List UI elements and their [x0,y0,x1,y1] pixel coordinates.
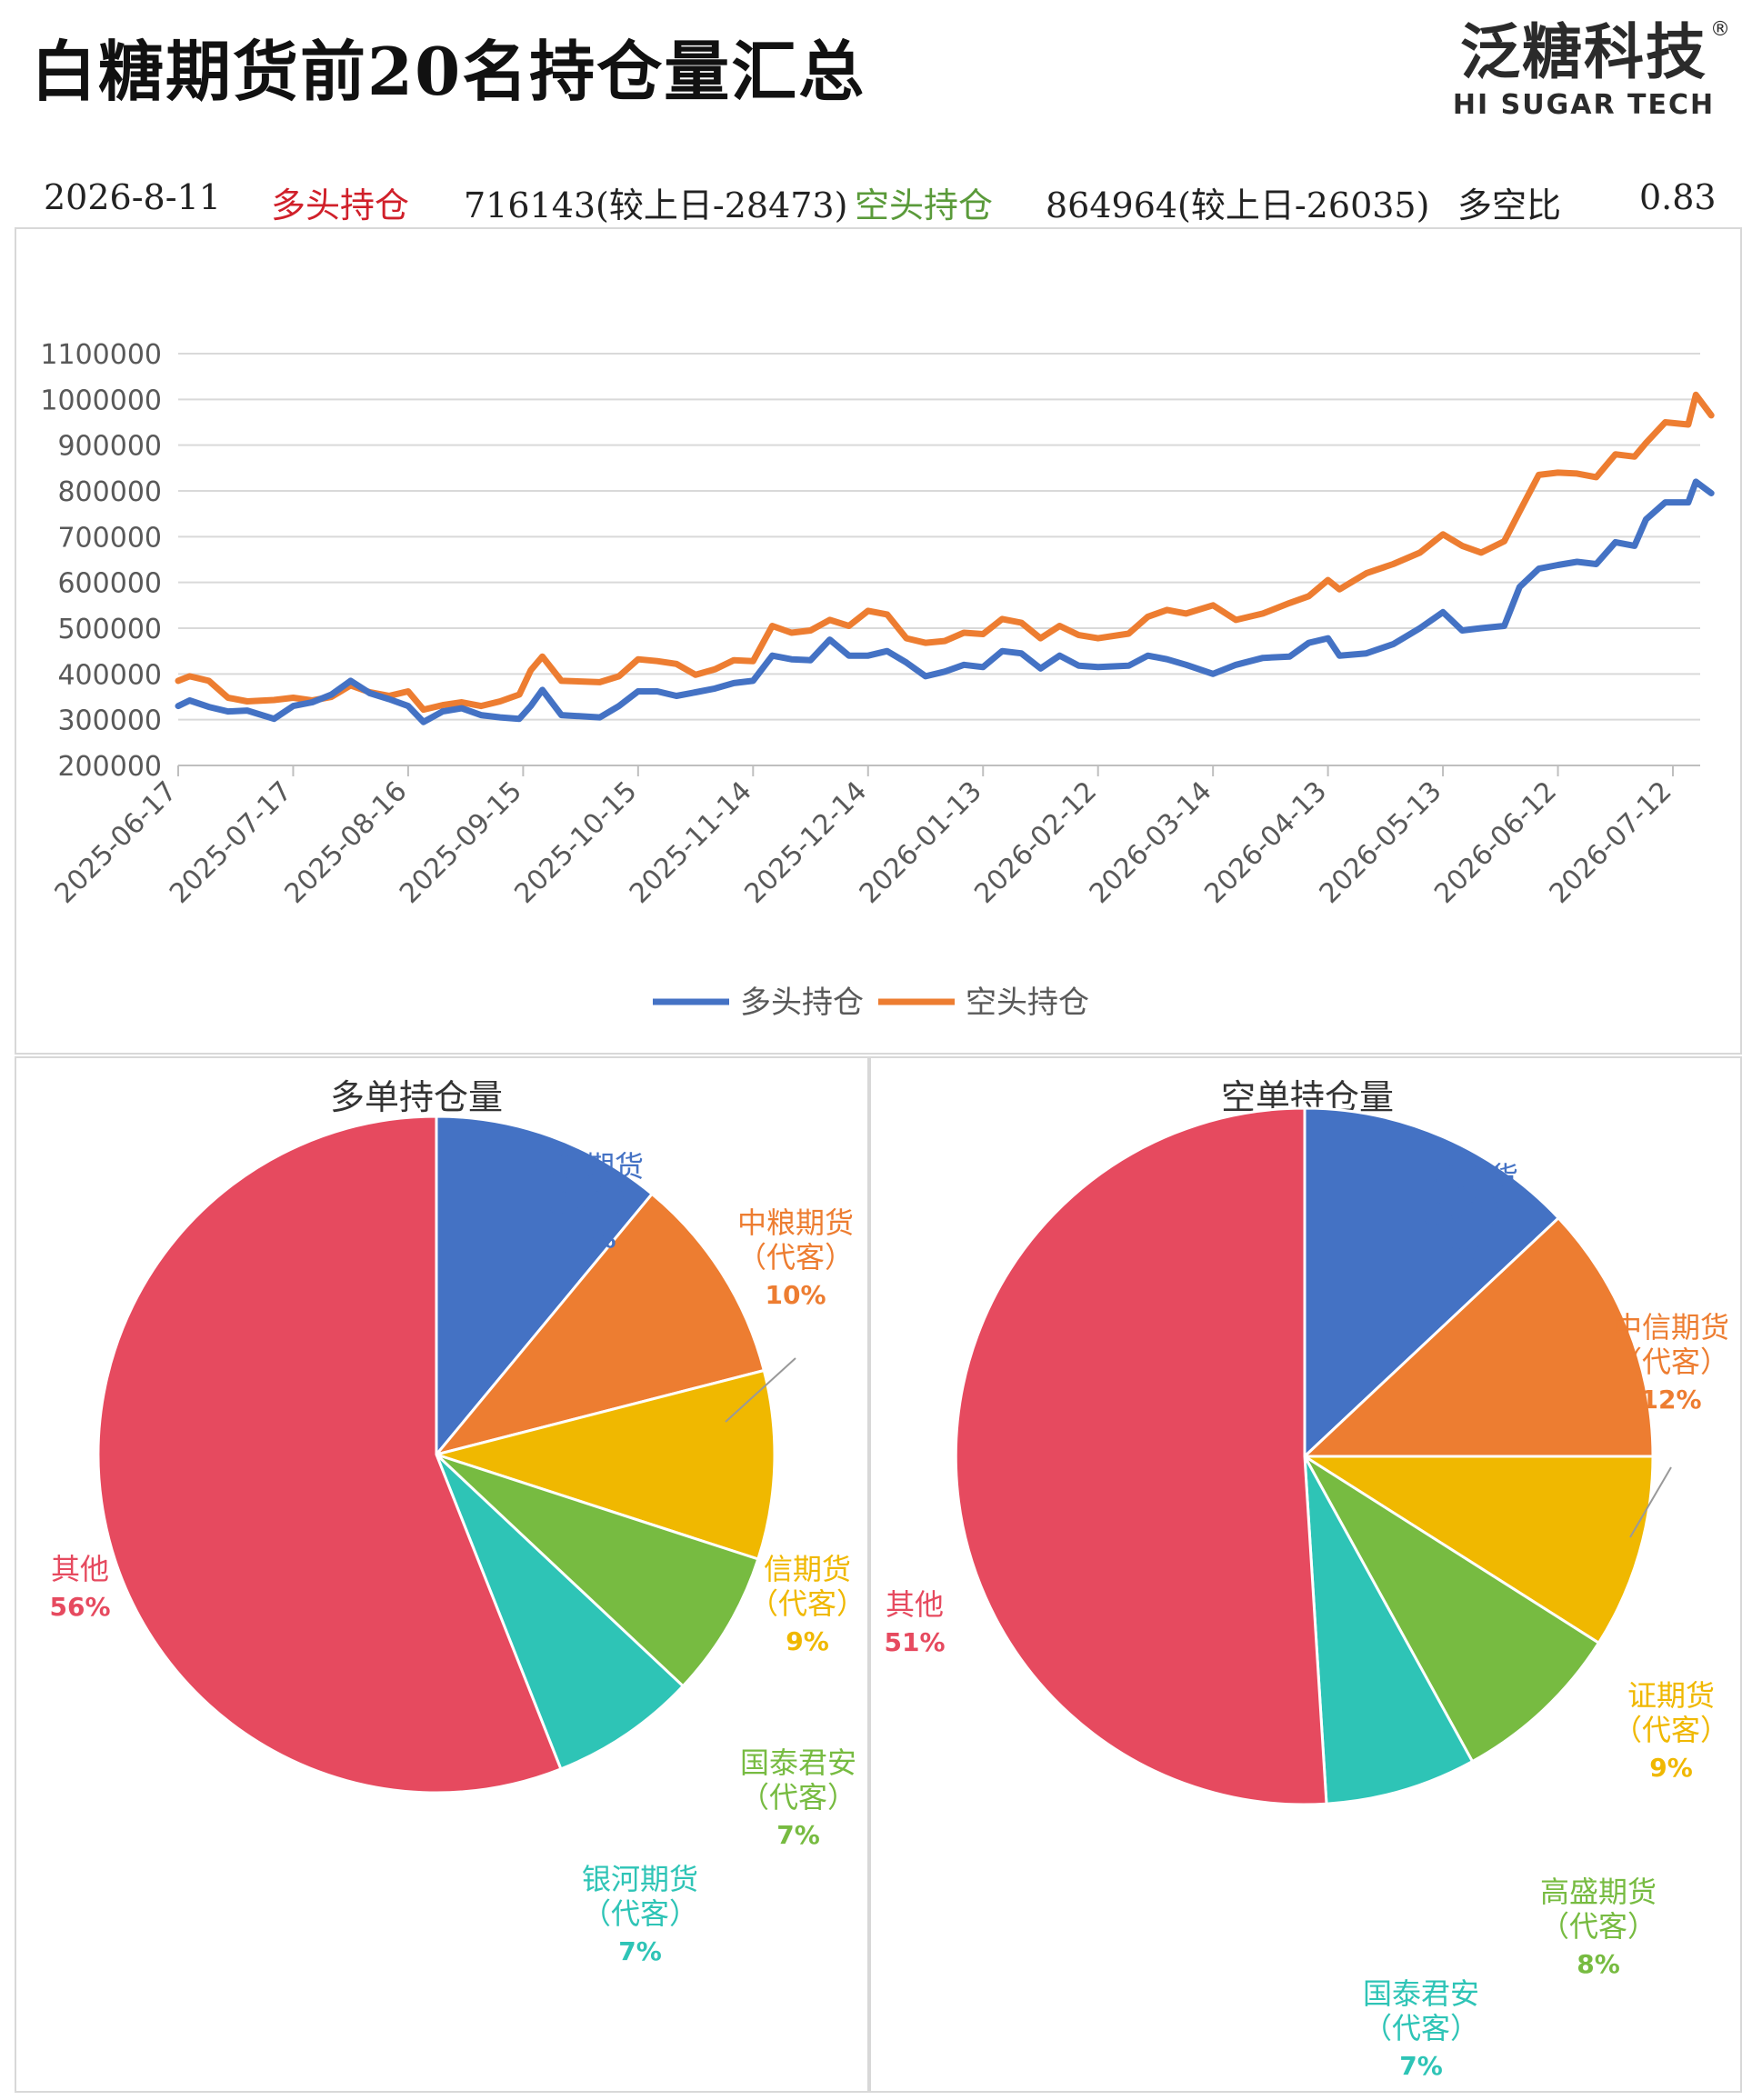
page-title: 白糖期货前20名持仓量汇总 [31,33,866,110]
pie-percent-label: 51% [884,1627,945,1657]
pie-slice [1303,1455,1601,1764]
y-tick-label: 200000 [57,751,162,783]
ratio-label: 多空比 [1457,185,1562,225]
pie-slice-label: 中粮期货 [737,1205,854,1240]
pie-slice [432,1192,766,1457]
pie-slice-label: （代客） [1363,2011,1479,2045]
long-value: 716143(较上日-28473) [464,185,848,225]
pie-percent-label: 13% [1429,1235,1490,1265]
pie-slice-label: （代客） [1613,1345,1729,1379]
pie-slice [1303,1106,1561,1460]
summary-row: 2026-8-11 多头持仓 716143(较上日-28473) 空头持仓 86… [0,177,1752,232]
pie-slice [435,1453,686,1771]
leader-line [1629,1466,1672,1538]
pie-slice-label: 中粮期货 [1402,1160,1518,1195]
pie-slice-label: 其他 [51,1552,109,1586]
short-value: 864964(较上日-26035) [1046,185,1430,225]
legend-label: 多头持仓 [740,985,864,1021]
pie-slice [1299,1455,1655,1645]
y-tick-label: 1000000 [40,385,162,416]
registered-icon: ® [1710,18,1730,41]
y-tick-label: 300000 [57,705,162,737]
pie-slice-label: 东证期货 [527,1149,644,1184]
x-tick-label: 2025-06-17 [49,775,184,910]
legend-label: 空头持仓 [966,985,1089,1021]
short-pie-panel: 空单持仓量 中粮期货 （代客） 13% 中信期货 （代客） 12% 证期货 （代客） 9% 高盛期货… [869,1056,1742,2093]
long-pie-panel: 多单持仓量 东证期货 （代客） 11% 中粮期货 （代客） 10% 信期货 （代客） 9% 国泰君安… [15,1056,869,2093]
short-series-line [175,391,1715,714]
pie-slice [435,1453,760,1688]
pie-slice-label: （代客） [740,1780,856,1815]
x-tick-label: 2025-11-14 [624,775,758,910]
pie-percent-label: 9% [786,1626,829,1656]
pie-slice-label: （代客） [582,1896,698,1931]
pie-slice-label: 其他 [886,1587,944,1622]
ratio-value: 0.83 [1639,177,1717,217]
y-tick-label: 600000 [57,568,162,600]
pie-slice-label: 银河期货 [582,1862,698,1896]
x-tick-label: 2026-01-13 [854,775,988,910]
pie-slice-label: （代客） [749,1586,866,1621]
pie-slice-label: （代客） [1540,1909,1657,1944]
pie-slice-label: 证期货 [1627,1678,1715,1713]
pie-percent-label: 7% [1399,2051,1443,2081]
line-chart-panel: 1100000 1000000 900000 800000 700000 600000 50… [15,227,1742,1055]
pie-slice-label: 高盛期货 [1540,1875,1657,1909]
logo-cn-text: 泛糖科技 [1460,17,1707,87]
pie-percent-label: 7% [618,1936,662,1966]
pie-percent-label: 56% [49,1592,110,1622]
pie-slice-label: （代客） [1613,1713,1729,1747]
y-tick-label: 1100000 [40,339,162,371]
x-tick-label: 2026-07-12 [1544,775,1678,910]
x-tick-label: 2026-06-12 [1428,775,1563,910]
line-chart: 1100000 1000000 900000 800000 700000 600000 50… [40,339,1715,1021]
short-pie-chart: 空单持仓量中粮期货（代客）13%中信期货（代客）12%证期货（代客）9%高盛期货… [884,1077,1729,2081]
x-tick-label: 2025-07-17 [164,775,298,910]
y-tick-label: 900000 [57,431,162,463]
pie-percent-label: 10% [765,1280,826,1310]
pie-percent-label: 11% [555,1224,616,1254]
x-tick-label: 2026-03-14 [1084,775,1218,910]
pie-slice-label: 国泰君安 [1363,1976,1479,2011]
long-series-line [175,478,1715,725]
x-tick-label: 2025-09-15 [394,775,528,910]
pie-percent-label: 9% [1649,1753,1693,1783]
y-tick-label: 700000 [57,522,162,554]
pie-slice-label: 中信期货 [1613,1310,1729,1345]
pie-percent-label: 12% [1640,1385,1701,1415]
y-tick-label: 800000 [57,476,162,508]
pie-slice-label: 国泰君安 [740,1745,856,1780]
pie-slice [1303,1455,1475,1805]
x-tick-label: 2026-05-13 [1314,775,1448,910]
x-tick-label: 2025-08-16 [279,775,414,910]
pie-percent-label: 7% [776,1820,820,1850]
logo-en-text: HI SUGAR TECH [1452,89,1716,121]
y-tick-label: 500000 [57,614,162,645]
short-label: 空头持仓 [855,185,994,225]
pie-slice-label: 信期货 [764,1552,851,1586]
x-tick-label: 2026-02-12 [968,775,1103,910]
leader-line [725,1357,796,1423]
pie-slice [1301,1215,1655,1458]
pie-percent-label: 8% [1577,1949,1620,1979]
pie-slice-label: （代客） [737,1240,854,1275]
pie-slice-label: （代客） [527,1184,644,1218]
x-tick-label: 2025-12-14 [738,775,873,910]
y-tick-label: 400000 [57,659,162,691]
long-label: 多头持仓 [271,185,410,225]
pie-slice-label: （代客） [1402,1195,1518,1229]
x-tick-label: 2025-10-15 [508,775,643,910]
x-tick-label: 2026-04-13 [1198,775,1333,910]
brand-logo: 泛糖科技 HI SUGAR TECH ® [1452,16,1730,125]
pie-title: 多单持仓量 [330,1077,503,1117]
pie-slice [435,1115,655,1459]
pie-slice [96,1115,563,1795]
pie-slice [954,1106,1328,1806]
summary-date: 2026-8-11 [44,177,221,217]
